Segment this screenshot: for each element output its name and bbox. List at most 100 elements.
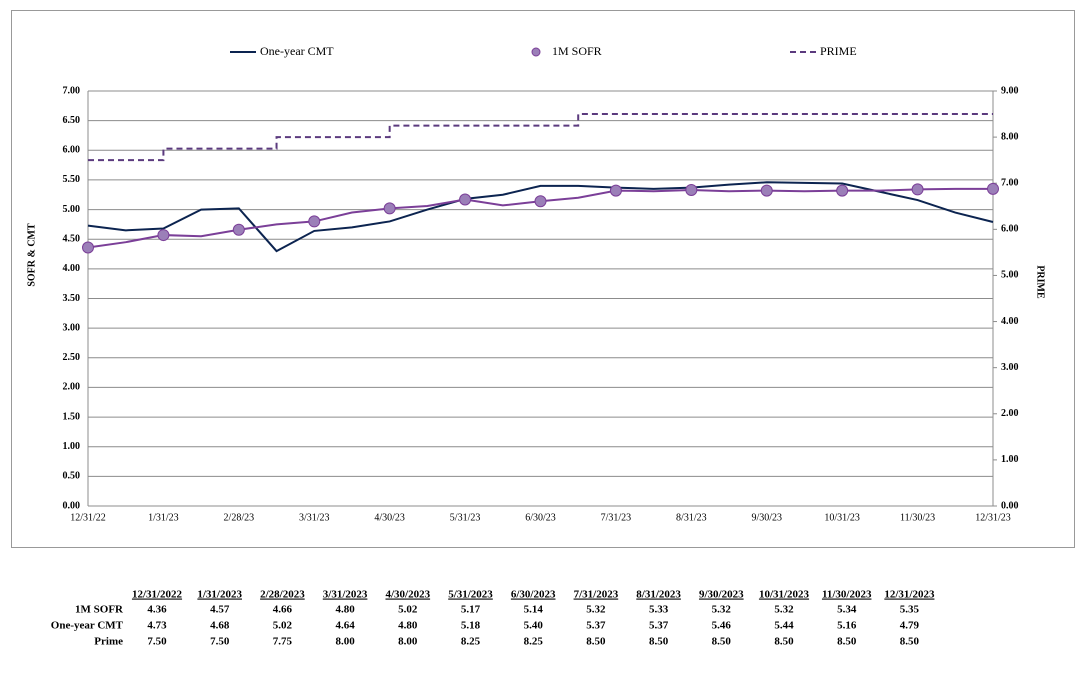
table-header: 3/31/2023: [323, 589, 368, 601]
y-tick-label: 3.50: [63, 293, 81, 304]
table-header: 8/31/2023: [636, 589, 681, 601]
table-row-label: 1M SOFR: [75, 604, 124, 616]
y2-tick-label: 1.00: [1001, 454, 1019, 465]
y2-tick-label: 3.00: [1001, 362, 1019, 373]
y2-tick-label: 4.00: [1001, 316, 1019, 327]
table-cell: 5.35: [900, 604, 920, 616]
y-tick-label: 2.50: [63, 352, 81, 363]
y-tick-label: 0.50: [63, 471, 81, 482]
table-header: 12/31/2023: [884, 589, 935, 601]
table-header: 5/31/2023: [448, 589, 493, 601]
table-cell: 5.37: [586, 620, 606, 632]
y-tick-label: 1.50: [63, 411, 81, 422]
series-marker: [685, 184, 698, 197]
y-tick-label: 0.00: [63, 500, 81, 511]
table-row-label: One-year CMT: [51, 620, 124, 632]
table-header: 9/30/2023: [699, 589, 744, 601]
table-cell: 4.80: [335, 604, 355, 616]
table-cell: 5.02: [273, 620, 293, 632]
series-marker: [383, 202, 396, 215]
table-header: 2/28/2023: [260, 589, 305, 601]
table-header: 4/30/2023: [385, 589, 430, 601]
series-marker: [911, 183, 924, 196]
table-cell: 4.64: [335, 620, 355, 632]
table-cell: 5.16: [837, 620, 857, 632]
y-tick-label: 7.00: [63, 85, 81, 96]
series-line: [88, 113, 993, 162]
x-tick-label: 12/31/22: [70, 512, 106, 523]
x-tick-label: 5/31/23: [450, 512, 481, 523]
legend-label: One-year CMT: [260, 44, 334, 58]
x-tick-label: 1/31/23: [148, 512, 179, 523]
table-cell: 5.32: [774, 604, 794, 616]
table-row-label: Prime: [94, 636, 123, 648]
table-cell: 7.75: [273, 636, 293, 648]
series-marker: [836, 184, 849, 197]
table-cell: 5.40: [524, 620, 544, 632]
table-cell: 4.68: [210, 620, 230, 632]
y2-axis-label: PRIME: [1035, 265, 1046, 299]
y-tick-label: 5.50: [63, 174, 81, 185]
table-cell: 8.00: [335, 636, 355, 648]
legend-label: PRIME: [820, 44, 857, 58]
table-cell: 8.50: [586, 636, 606, 648]
x-tick-label: 3/31/23: [299, 512, 330, 523]
x-tick-label: 10/31/23: [824, 512, 860, 523]
series-line: [87, 181, 994, 253]
series-marker: [534, 195, 547, 208]
table-cell: 5.44: [774, 620, 794, 632]
table-cell: 5.33: [649, 604, 669, 616]
table-cell: 4.36: [147, 604, 167, 616]
table-cell: 5.46: [712, 620, 732, 632]
table-cell: 7.50: [210, 636, 230, 648]
legend-label: 1M SOFR: [552, 44, 602, 58]
table-cell: 8.25: [524, 636, 544, 648]
y2-tick-label: 7.00: [1001, 178, 1019, 189]
table-cell: 5.14: [524, 604, 544, 616]
y-tick-label: 1.00: [63, 441, 81, 452]
series-marker: [760, 184, 773, 197]
table-cell: 5.37: [649, 620, 669, 632]
table-cell: 5.34: [837, 604, 857, 616]
y2-tick-label: 5.00: [1001, 270, 1019, 281]
y2-tick-label: 2.00: [1001, 408, 1019, 419]
table-cell: 4.73: [147, 620, 167, 632]
x-tick-label: 2/28/23: [224, 512, 255, 523]
x-tick-label: 4/30/23: [374, 512, 405, 523]
table-cell: 8.50: [900, 636, 920, 648]
series-marker: [82, 241, 94, 254]
table-cell: 5.32: [586, 604, 606, 616]
legend-marker: [531, 47, 541, 57]
table-header: 1/31/2023: [197, 589, 242, 601]
x-tick-label: 8/31/23: [676, 512, 707, 523]
table-header: 12/31/2022: [132, 589, 183, 601]
table-header: 7/31/2023: [574, 589, 619, 601]
table-cell: 8.50: [712, 636, 732, 648]
y-tick-label: 6.50: [63, 115, 81, 126]
y2-tick-label: 6.00: [1001, 224, 1019, 235]
table-cell: 5.18: [461, 620, 481, 632]
series-marker: [987, 182, 999, 195]
table-header: 10/31/2023: [759, 589, 810, 601]
y-axis-label: SOFR & CMT: [26, 223, 37, 287]
table-cell: 7.50: [147, 636, 167, 648]
table-cell: 4.66: [273, 604, 293, 616]
x-tick-label: 11/30/23: [900, 512, 935, 523]
x-tick-label: 6/30/23: [525, 512, 556, 523]
table-cell: 4.57: [210, 604, 230, 616]
table-cell: 5.02: [398, 604, 418, 616]
series-marker: [308, 215, 321, 228]
table-cell: 4.80: [398, 620, 418, 632]
table-header: 11/30/2023: [822, 589, 872, 601]
x-tick-label: 7/31/23: [601, 512, 632, 523]
table-header: 6/30/2023: [511, 589, 556, 601]
x-tick-label: 12/31/23: [975, 512, 1011, 523]
y2-tick-label: 8.00: [1001, 131, 1019, 142]
series-marker: [232, 223, 245, 236]
y-tick-label: 6.00: [63, 145, 81, 156]
table-cell: 8.50: [837, 636, 857, 648]
y2-tick-label: 9.00: [1001, 85, 1019, 96]
series-marker: [609, 184, 622, 197]
y-tick-label: 4.00: [63, 263, 81, 274]
